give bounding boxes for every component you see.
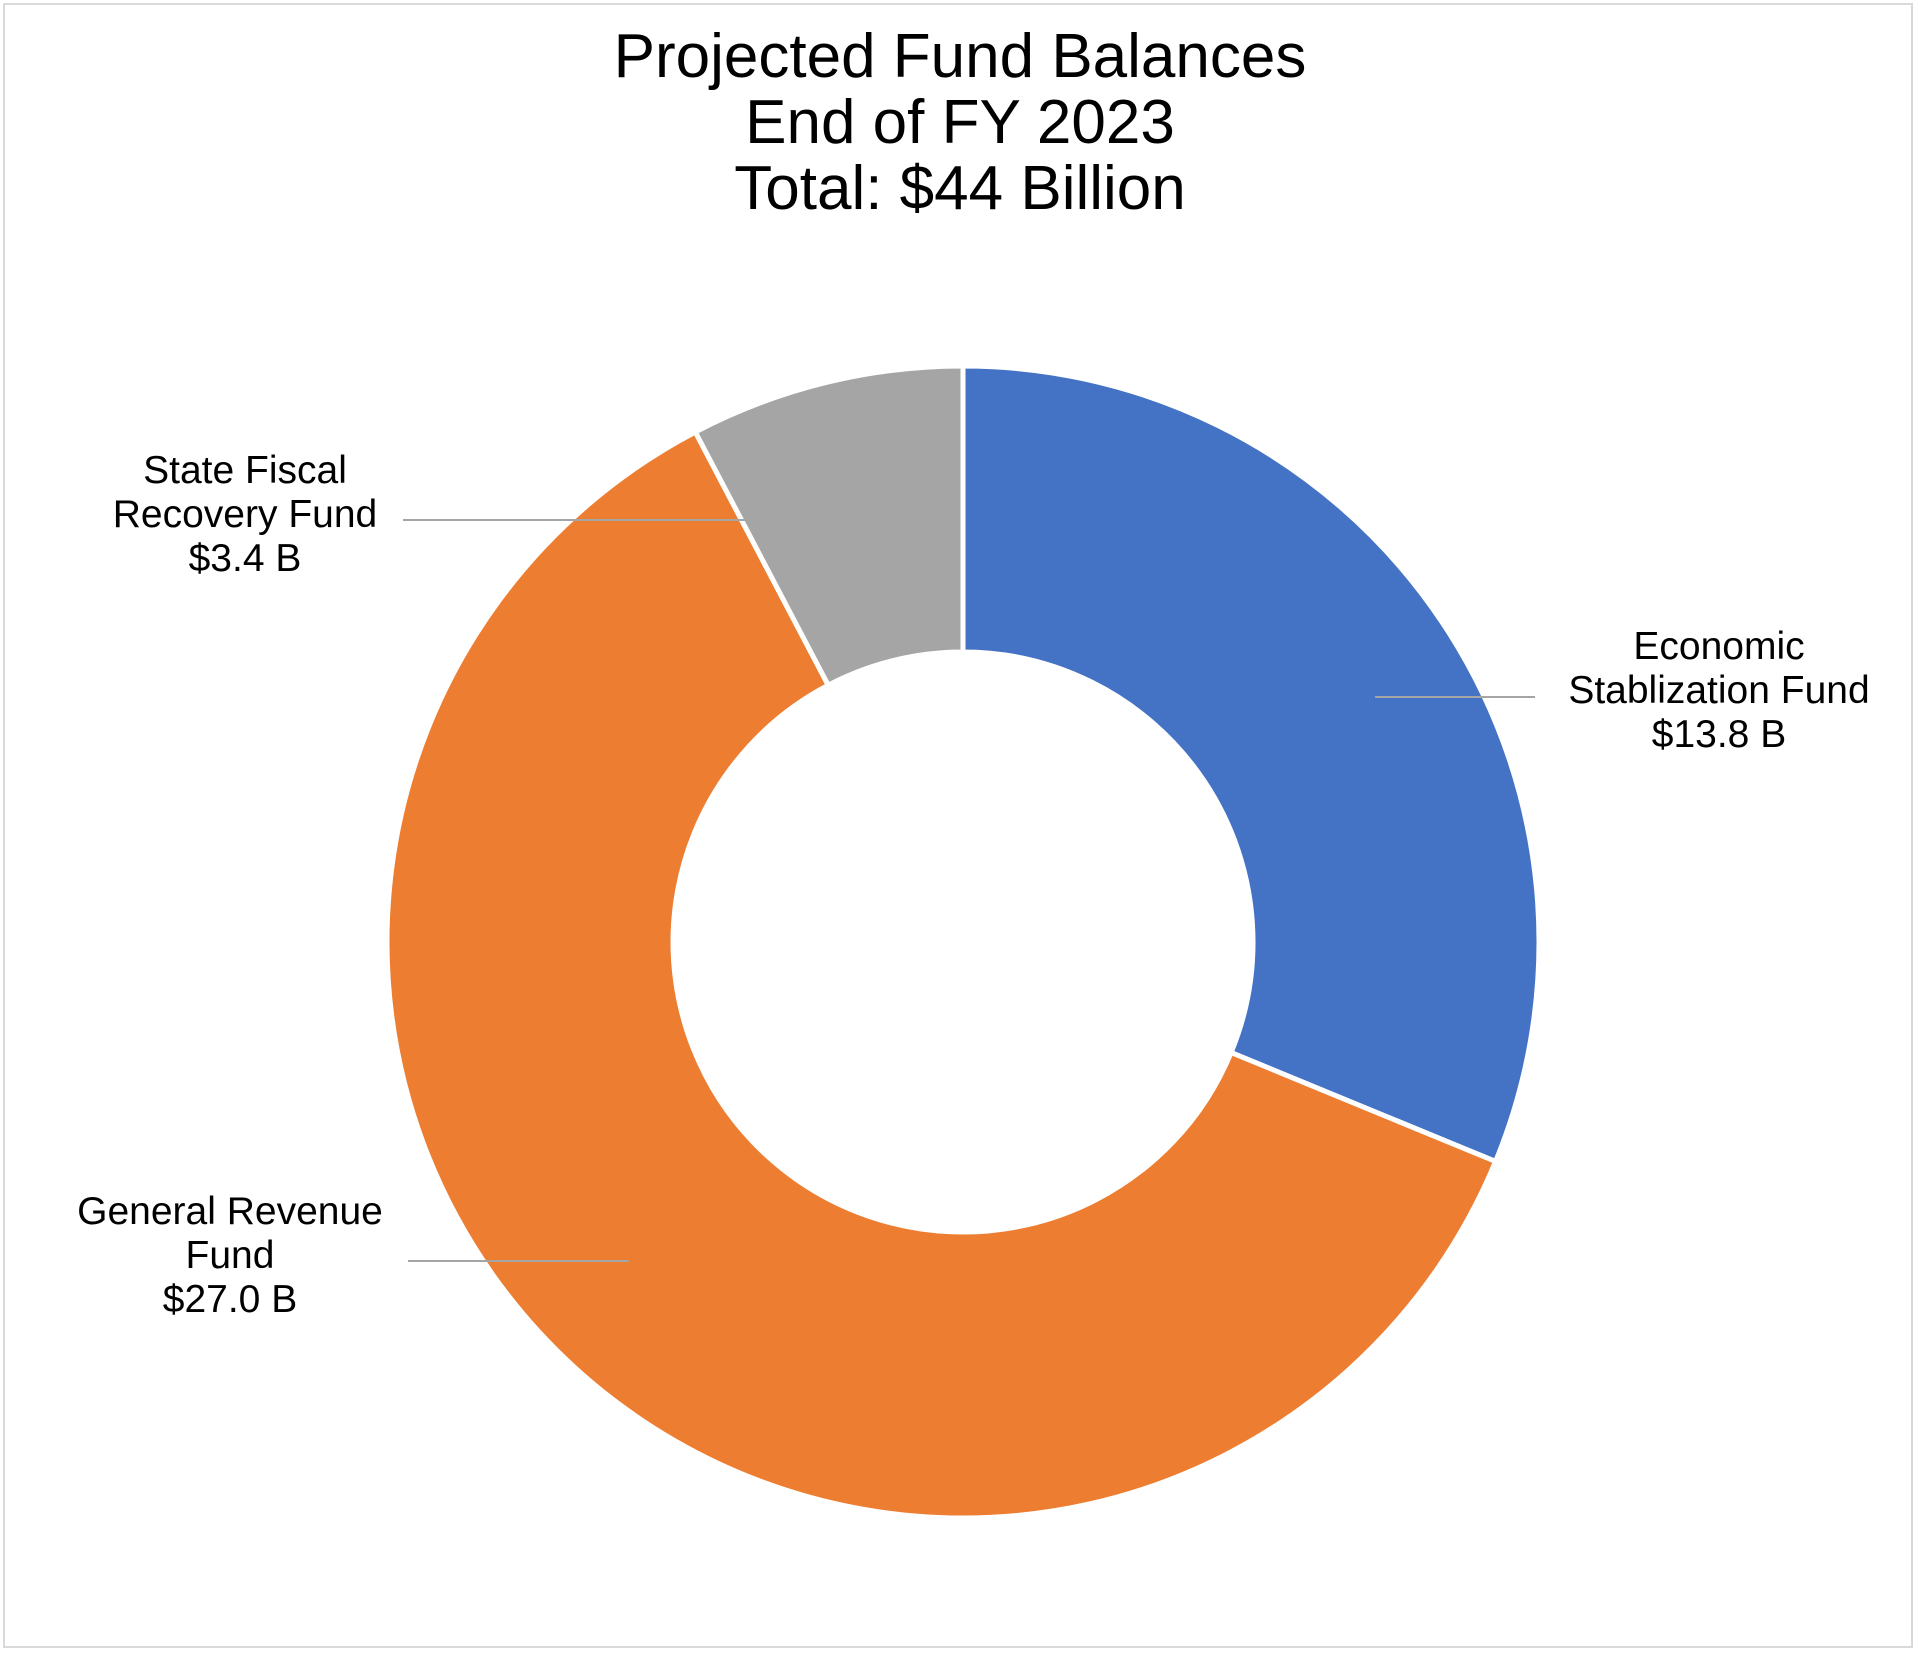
slice-value-label: $13.8 B xyxy=(1651,713,1787,756)
chart-title-line-2: End of FY 2023 xyxy=(745,88,1175,157)
chart-title-line-1: Projected Fund Balances xyxy=(613,22,1307,91)
slice-value-label: $27.0 B xyxy=(162,1278,298,1321)
donut-slice-state-fiscal-recovery-fund xyxy=(692,363,966,688)
slice-label-line: Stablization Fund xyxy=(1568,669,1870,712)
slice-label-line: Economic xyxy=(1633,625,1805,668)
chart-title-line-3: Total: $44 Billion xyxy=(734,154,1186,223)
slice-label-line: General Revenue xyxy=(77,1190,383,1233)
slice-label-line: Fund xyxy=(185,1234,275,1277)
slice-label-general-revenue-fund: General Revenue Fund $27.0 B xyxy=(30,1190,430,1322)
slice-value-label: $3.4 B xyxy=(188,537,302,580)
donut-slice-economic-stablization-fund xyxy=(960,363,1542,1164)
slice-label-state-fiscal-recovery-fund: State Fiscal Recovery Fund $3.4 B xyxy=(45,449,445,581)
donut-slice-general-revenue-fund xyxy=(384,429,1499,1521)
slice-label-line: Recovery Fund xyxy=(112,493,378,536)
donut-slices xyxy=(384,363,1542,1521)
slice-label-line: State Fiscal xyxy=(143,449,347,492)
chart-title: Projected Fund Balances End of FY 2023 T… xyxy=(0,24,1920,222)
slice-label-economic-stablization-fund: Economic Stablization Fund $13.8 B xyxy=(1519,625,1919,757)
leader-lines xyxy=(403,519,1535,1262)
